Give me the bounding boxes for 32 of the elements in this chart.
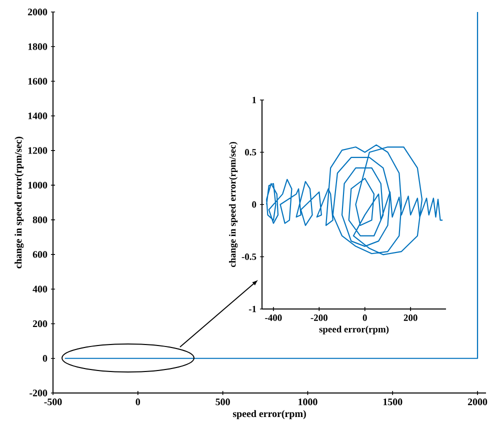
y-tick-label: 1 xyxy=(252,96,256,104)
y-tick-label: 1400 xyxy=(28,112,48,120)
y-tick-label: 600 xyxy=(32,251,48,258)
y-tick-label: -200 xyxy=(30,390,48,396)
x-tick-label: -200 xyxy=(310,314,328,321)
y-tick-label: 1200 xyxy=(28,147,48,154)
x-tick-label: 0 xyxy=(136,398,140,406)
y-tick-label: 0 xyxy=(42,355,48,362)
x-axis-title: speed error(rpm) xyxy=(232,410,306,420)
y-axis-title: change in speed error(rpm/sec) xyxy=(14,136,24,268)
y-tick-label: -1 xyxy=(248,306,256,312)
y-tick-label: 1000 xyxy=(28,182,48,189)
x-tick-label: 1000 xyxy=(298,398,318,406)
x-tick-label: 200 xyxy=(404,314,418,321)
y-tick-label: 1800 xyxy=(28,43,48,50)
x-tick-label: 1500 xyxy=(383,398,402,406)
x-axis-title: speed error(rpm) xyxy=(319,326,389,334)
y-tick-label: 200 xyxy=(32,320,48,328)
y-tick-label: 0.5 xyxy=(245,149,256,156)
y-tick-label: 400 xyxy=(32,286,48,292)
y-tick-label: 2000 xyxy=(28,8,48,16)
y-tick-label: 0 xyxy=(252,201,256,208)
y-tick-label: -0.5 xyxy=(242,254,256,260)
y-tick-label: 800 xyxy=(32,216,48,224)
y-axis-title: change in speed error(rpm/sec) xyxy=(229,142,238,268)
x-tick-label: 0 xyxy=(362,314,367,321)
x-tick-label: 2000 xyxy=(468,398,488,406)
x-tick-label: -500 xyxy=(44,398,62,406)
x-tick-label: 500 xyxy=(216,398,230,406)
line-series xyxy=(266,144,444,256)
y-tick-label: 1600 xyxy=(28,78,48,85)
x-tick-label: -400 xyxy=(265,314,282,321)
